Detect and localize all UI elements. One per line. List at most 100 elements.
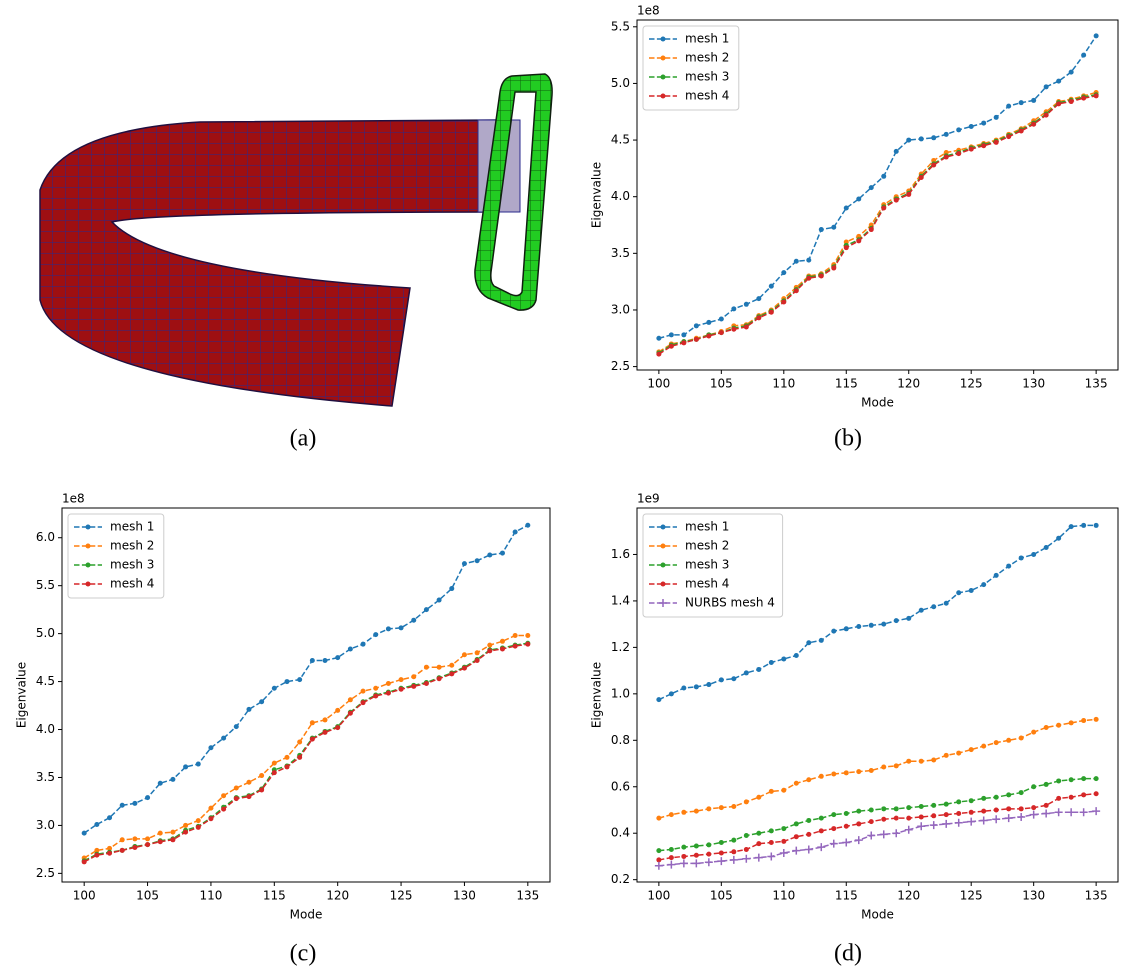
- marker: [246, 794, 251, 799]
- marker: [361, 689, 366, 694]
- marker: [335, 725, 340, 730]
- marker: [424, 665, 429, 670]
- legend-label: mesh 1: [685, 32, 729, 46]
- marker: [719, 840, 724, 845]
- marker: [894, 816, 899, 821]
- x-tick-label: 130: [1022, 889, 1045, 903]
- marker: [944, 155, 949, 160]
- legend-label: mesh 2: [110, 539, 154, 553]
- marker: [411, 618, 416, 623]
- marker: [1069, 777, 1074, 782]
- marker: [681, 340, 686, 345]
- marker: [892, 829, 900, 837]
- marker: [881, 817, 886, 822]
- marker: [956, 799, 961, 804]
- y-axis-label: Eigenvalue: [15, 662, 29, 728]
- marker: [881, 622, 886, 627]
- marker: [756, 831, 761, 836]
- marker: [1080, 808, 1088, 816]
- marker: [1044, 84, 1049, 89]
- marker: [1044, 545, 1049, 550]
- marker: [1042, 809, 1050, 817]
- marker: [1019, 129, 1024, 134]
- marker: [744, 670, 749, 675]
- marker: [956, 751, 961, 756]
- marker: [730, 856, 738, 864]
- marker: [1006, 564, 1011, 569]
- marker: [259, 773, 264, 778]
- caption: (d): [834, 941, 862, 967]
- legend-marker: [661, 525, 666, 530]
- x-tick-label: 105: [710, 889, 733, 903]
- caption: (a): [290, 426, 317, 452]
- marker: [259, 787, 264, 792]
- marker: [424, 681, 429, 686]
- marker: [756, 315, 761, 320]
- marker: [831, 826, 836, 831]
- y-tick-label: 3.0: [611, 302, 630, 316]
- marker: [221, 736, 226, 741]
- legend-label: mesh 4: [110, 577, 154, 591]
- marker: [694, 843, 699, 848]
- marker: [781, 788, 786, 793]
- marker: [869, 807, 874, 812]
- marker: [120, 848, 125, 853]
- marker: [107, 815, 112, 820]
- x-axis-label: Mode: [861, 396, 894, 410]
- marker: [781, 270, 786, 275]
- legend-marker: [86, 563, 91, 568]
- marker: [856, 809, 861, 814]
- marker: [719, 330, 724, 335]
- marker: [994, 573, 999, 578]
- marker: [487, 643, 492, 648]
- marker: [145, 842, 150, 847]
- series-line: [659, 96, 1096, 354]
- marker: [755, 854, 763, 862]
- marker: [1006, 104, 1011, 109]
- marker: [769, 660, 774, 665]
- x-tick-label: 110: [772, 889, 795, 903]
- x-tick-label: 105: [710, 377, 733, 391]
- marker: [831, 812, 836, 817]
- marker: [967, 818, 975, 826]
- marker: [158, 831, 163, 836]
- marker: [781, 656, 786, 661]
- marker: [744, 833, 749, 838]
- marker: [994, 807, 999, 812]
- marker: [399, 677, 404, 682]
- marker: [297, 677, 302, 682]
- marker: [805, 845, 813, 853]
- marker: [856, 821, 861, 826]
- marker: [284, 755, 289, 760]
- marker: [500, 551, 505, 556]
- x-tick-label: 135: [516, 889, 539, 903]
- marker: [120, 837, 125, 842]
- legend-marker: [86, 582, 91, 587]
- marker: [437, 598, 442, 603]
- x-tick-label: 110: [772, 377, 795, 391]
- marker: [246, 780, 251, 785]
- y-tick-label: 0.2: [611, 872, 630, 886]
- marker: [844, 245, 849, 250]
- marker: [234, 724, 239, 729]
- marker: [1069, 99, 1074, 104]
- marker: [969, 124, 974, 129]
- marker: [348, 646, 353, 651]
- marker: [844, 824, 849, 829]
- marker: [1094, 33, 1099, 38]
- marker: [769, 310, 774, 315]
- marker: [931, 604, 936, 609]
- marker: [297, 755, 302, 760]
- marker: [894, 806, 899, 811]
- marker: [1056, 778, 1061, 783]
- marker: [386, 691, 391, 696]
- marker: [956, 590, 961, 595]
- marker: [794, 653, 799, 658]
- marker: [208, 806, 213, 811]
- marker: [120, 803, 125, 808]
- marker: [94, 822, 99, 827]
- marker: [234, 796, 239, 801]
- marker: [781, 826, 786, 831]
- marker: [386, 681, 391, 686]
- marker: [1006, 792, 1011, 797]
